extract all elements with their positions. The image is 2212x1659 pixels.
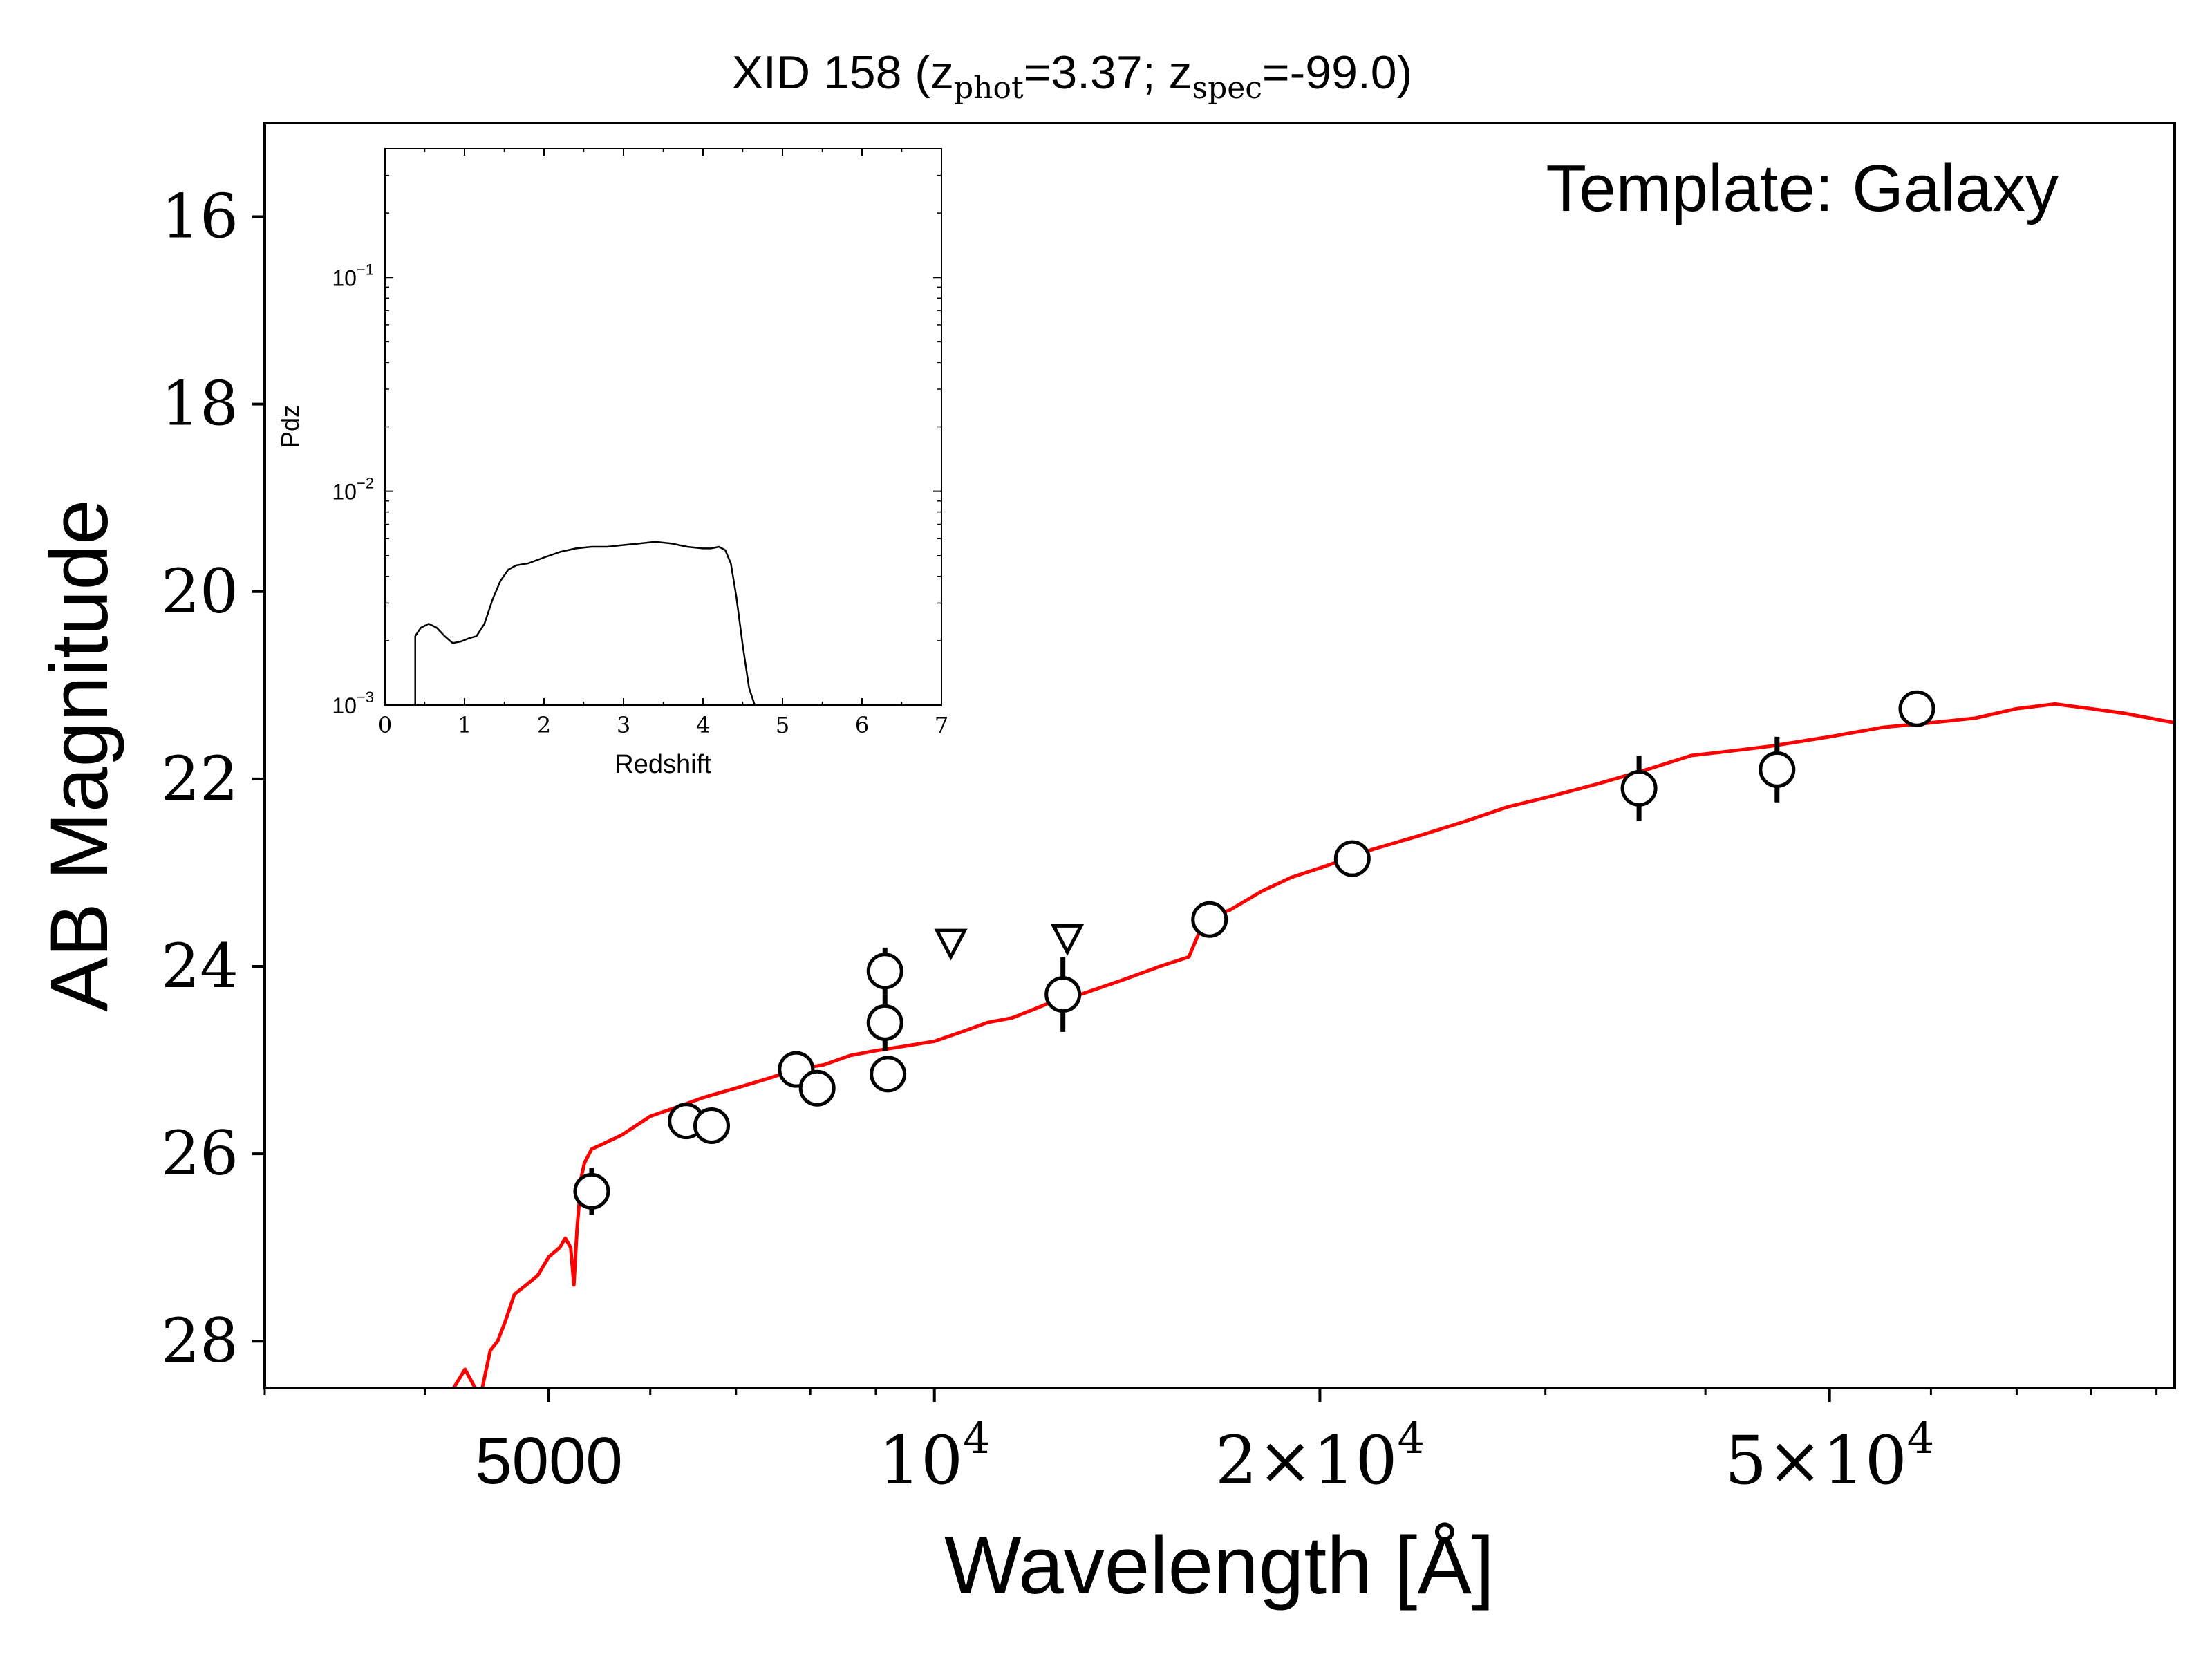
main-axes-frame bbox=[263, 122, 2176, 1389]
y-tick-label: 28 bbox=[161, 1305, 238, 1376]
photometry-point bbox=[866, 1004, 903, 1041]
inset-x-tick-label: 0 bbox=[378, 712, 392, 738]
y-tick-label: 26 bbox=[161, 1118, 238, 1189]
model-sed-line bbox=[451, 702, 2175, 1388]
y-axis-label: AB Magnitude bbox=[34, 499, 125, 1011]
inset-x-tick-label: 1 bbox=[458, 712, 471, 738]
y-tick-label: 18 bbox=[161, 368, 238, 440]
inset-x-tick-label: 3 bbox=[617, 712, 630, 738]
photometry-point bbox=[693, 1107, 730, 1144]
main-plot-area bbox=[451, 690, 2175, 1388]
photometry-point bbox=[1759, 751, 1796, 788]
chart-title: XID 158 (zphot=3.37; zspec=-99.0) bbox=[732, 46, 1413, 106]
inset-y-axis-label: Pdz bbox=[276, 405, 304, 448]
y-tick-label: 22 bbox=[161, 743, 238, 814]
inset-x-tick-label: 7 bbox=[935, 712, 948, 738]
inset-y-tick-label: 10−2 bbox=[332, 475, 374, 505]
inset-x-axis-label: Redshift bbox=[615, 750, 711, 779]
upper-limit-marker bbox=[1050, 924, 1085, 956]
photometry-point bbox=[870, 1056, 907, 1093]
template-annotation: Template: Galaxy bbox=[1546, 151, 2059, 225]
y-tick-label: 24 bbox=[161, 930, 238, 1002]
inset-x-tick-label: 5 bbox=[776, 712, 789, 738]
inset-axes-frame bbox=[384, 148, 942, 706]
x-tick-label: 104 bbox=[879, 1413, 991, 1499]
inset-plot-area bbox=[414, 541, 756, 705]
upper-limit-marker bbox=[934, 928, 968, 961]
inset-x-tick-label: 2 bbox=[537, 712, 551, 738]
inset-x-tick-label: 4 bbox=[696, 712, 710, 738]
photometry-point bbox=[1191, 901, 1228, 938]
x-tick-label: 5000 bbox=[475, 1424, 623, 1498]
x-tick-label: 2×104 bbox=[1215, 1413, 1425, 1499]
photometry-point bbox=[1620, 769, 1658, 807]
photometry-point bbox=[1044, 976, 1082, 1013]
x-tick-label: 5×104 bbox=[1725, 1413, 1934, 1499]
inset-x-tick-label: 6 bbox=[855, 712, 869, 738]
photometry-point bbox=[866, 953, 903, 990]
pdz-curve bbox=[414, 541, 756, 705]
photometry-point bbox=[798, 1069, 836, 1107]
inset-background bbox=[385, 149, 941, 705]
inset-pdz-chart: 0 1 2 3 4 5 6 7 10−3 10−2 10−1 Redshift Pdz bbox=[276, 148, 948, 779]
inset-y-tick-label: 10−1 bbox=[332, 261, 374, 290]
y-tick-label: 20 bbox=[161, 556, 238, 627]
y-tick-label: 16 bbox=[161, 181, 238, 252]
x-axis-label: Wavelength [Å] bbox=[944, 1520, 1494, 1611]
photometry-point bbox=[1898, 690, 1936, 727]
inset-y-tick-label: 10−3 bbox=[332, 688, 374, 718]
photometry-point bbox=[1333, 840, 1371, 877]
photometry-point bbox=[573, 1172, 610, 1210]
